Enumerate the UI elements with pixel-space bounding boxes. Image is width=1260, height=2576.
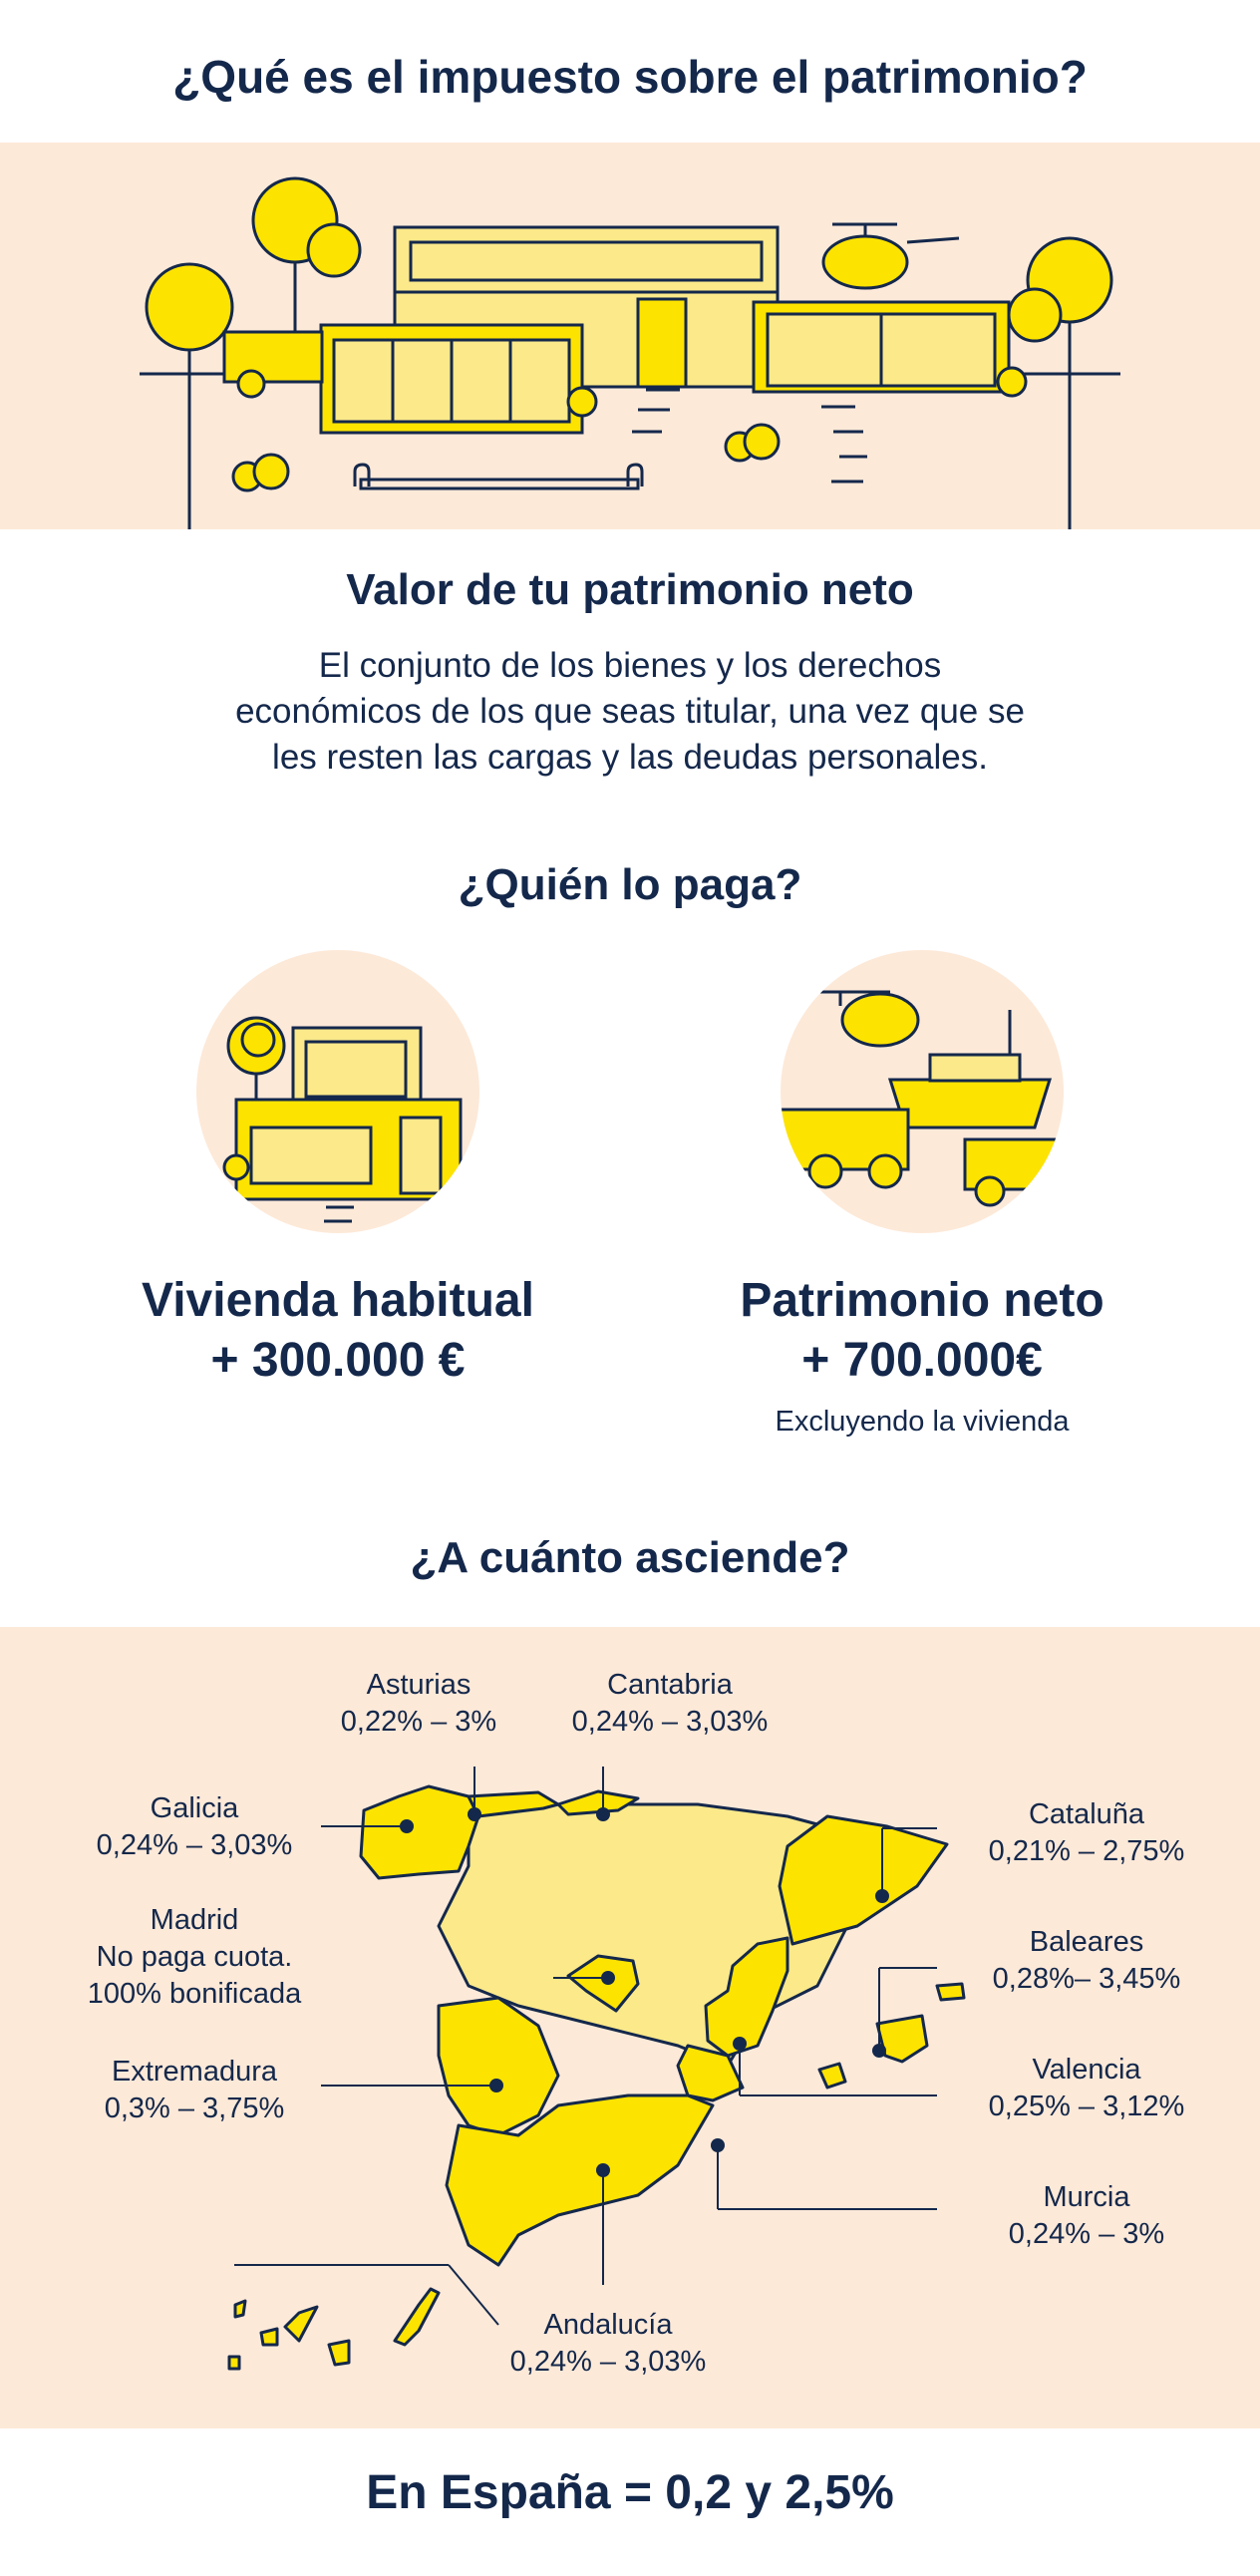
label-cataluna: Cataluña 0,21% – 2,75% <box>988 1798 1185 1867</box>
assets-circle-icon <box>781 950 1064 1233</box>
region-madrid <box>566 1954 640 2013</box>
region-galicia <box>359 1784 480 1880</box>
label-galicia: Galicia 0,24% – 3,03% <box>96 1792 293 1861</box>
region-andalucia <box>445 2093 715 2267</box>
excluding-home-note: Excluyendo la vivienda <box>775 1406 1070 1438</box>
label-extremadura: Extremadura 0,3% – 3,75% <box>104 2056 285 2124</box>
page-title: ¿Qué es el impuesto sobre el patrimonio? <box>172 51 1088 103</box>
spain-map-band: Asturias 0,22% – 3% Cantabria 0,24% – 3,03… <box>0 1627 1260 2428</box>
spain-range-summary: En España = 0,2 y 2,5% <box>366 2466 894 2519</box>
label-madrid: Madrid No paga cuota. 100% bonificada <box>87 1904 302 2010</box>
house-circle-icon <box>196 950 479 1233</box>
net-worth-threshold: + 700.000€ <box>801 1334 1043 1387</box>
net-worth-description-line2: económicos de los que seas titular, una … <box>235 692 1025 731</box>
region-murcia <box>676 2044 745 2102</box>
net-worth-heading: Valor de tu patrimonio neto <box>346 565 914 614</box>
region-extremadura <box>437 1996 560 2137</box>
amount-heading: ¿A cuánto asciende? <box>410 1533 850 1582</box>
spain-map <box>227 1767 966 2371</box>
label-baleares: Baleares 0,28%– 3,45% <box>992 1926 1181 1995</box>
label-cantabria: Cantabria 0,24% – 3,03% <box>571 1669 769 1738</box>
label-asturias: Asturias 0,22% – 3% <box>340 1669 497 1738</box>
label-andalucia: Andalucía 0,24% – 3,03% <box>509 2309 707 2378</box>
house-illustration <box>140 176 1120 529</box>
net-worth-label: Patrimonio neto <box>740 1274 1104 1327</box>
region-cataluna <box>778 1814 949 1946</box>
label-murcia: Murcia 0,24% – 3% <box>1008 2181 1165 2250</box>
main-residence-threshold: + 300.000 € <box>210 1334 466 1387</box>
label-valencia: Valencia 0,25% – 3,12% <box>988 2054 1185 2122</box>
who-pays-heading: ¿Quién lo paga? <box>458 860 802 909</box>
region-cantabria <box>556 1789 640 1816</box>
net-worth-description-line1: El conjunto de los bienes y los derechos <box>318 646 942 685</box>
hero-illustration-band <box>0 143 1260 529</box>
main-residence-label: Vivienda habitual <box>142 1274 534 1327</box>
net-worth-description-line3: les resten las cargas y las deudas perso… <box>272 738 988 777</box>
